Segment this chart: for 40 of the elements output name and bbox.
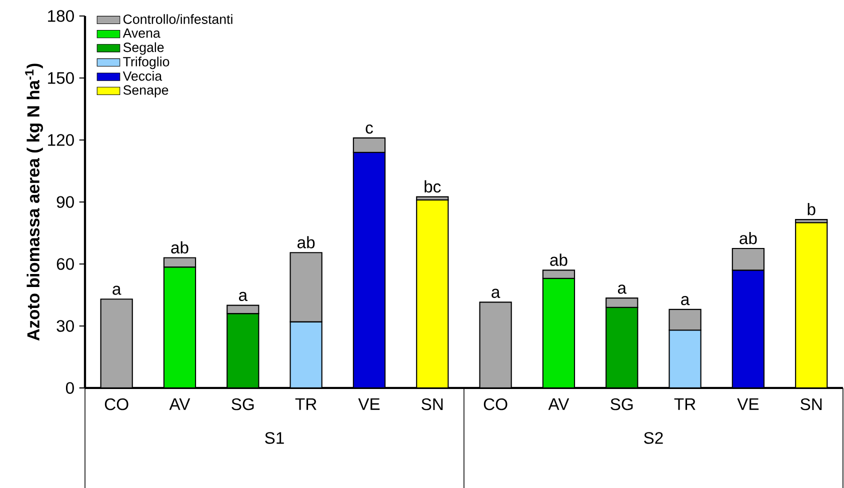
x-tick-label: AV bbox=[548, 398, 570, 410]
legend-label: Controllo/infestanti bbox=[123, 14, 232, 24]
text: S1 bbox=[265, 432, 284, 444]
annotation: ab bbox=[298, 236, 315, 248]
x-tick-label: TR bbox=[674, 398, 696, 410]
y-tick-label: 60 bbox=[56, 258, 74, 270]
y-tick-label: 90 bbox=[56, 196, 74, 208]
annotation: b bbox=[808, 202, 816, 216]
annotation: bc bbox=[424, 180, 441, 192]
x-tick-label: AV bbox=[169, 398, 190, 410]
y-tick-label: 30 bbox=[56, 320, 74, 332]
annotation: a bbox=[681, 296, 690, 306]
x-tick-label: VE bbox=[737, 398, 759, 410]
annotation: a bbox=[238, 292, 248, 301]
y-tick-label: 180 bbox=[48, 10, 74, 22]
x-tick-label: SG bbox=[610, 398, 633, 410]
legend-label: Veccia bbox=[122, 70, 162, 81]
x-tick-label: TR bbox=[295, 398, 316, 410]
legend-label: Senape bbox=[123, 85, 168, 98]
x-tick-label: SG bbox=[232, 398, 254, 410]
y-tick-label: 120 bbox=[48, 134, 74, 146]
legend-label: Trifoglio bbox=[123, 56, 170, 69]
text: S2 bbox=[644, 432, 663, 444]
x-tick-label: CO bbox=[104, 398, 128, 410]
y-axis-title: Azoto biomassa aerea ( kg N ha$^{-1}$) bbox=[25, 64, 43, 340]
legend-label: Segale bbox=[123, 42, 164, 55]
annotation: a bbox=[492, 288, 500, 298]
y-tick-label: 150 bbox=[48, 72, 74, 84]
x-tick-label: SN bbox=[800, 398, 822, 410]
x-tick-label: VE bbox=[358, 398, 380, 410]
legend-label: Avena bbox=[122, 28, 160, 38]
annotation: ab bbox=[740, 232, 757, 244]
annotation: a bbox=[112, 286, 122, 295]
x-tick-label: SN bbox=[422, 398, 443, 410]
x-tick-label: CO bbox=[484, 398, 508, 410]
annotation: ab bbox=[550, 253, 568, 266]
annotation: a bbox=[618, 284, 627, 294]
annotation: c bbox=[366, 124, 373, 134]
annotation: ab bbox=[171, 241, 188, 254]
y-tick-label: 0 bbox=[66, 382, 74, 394]
